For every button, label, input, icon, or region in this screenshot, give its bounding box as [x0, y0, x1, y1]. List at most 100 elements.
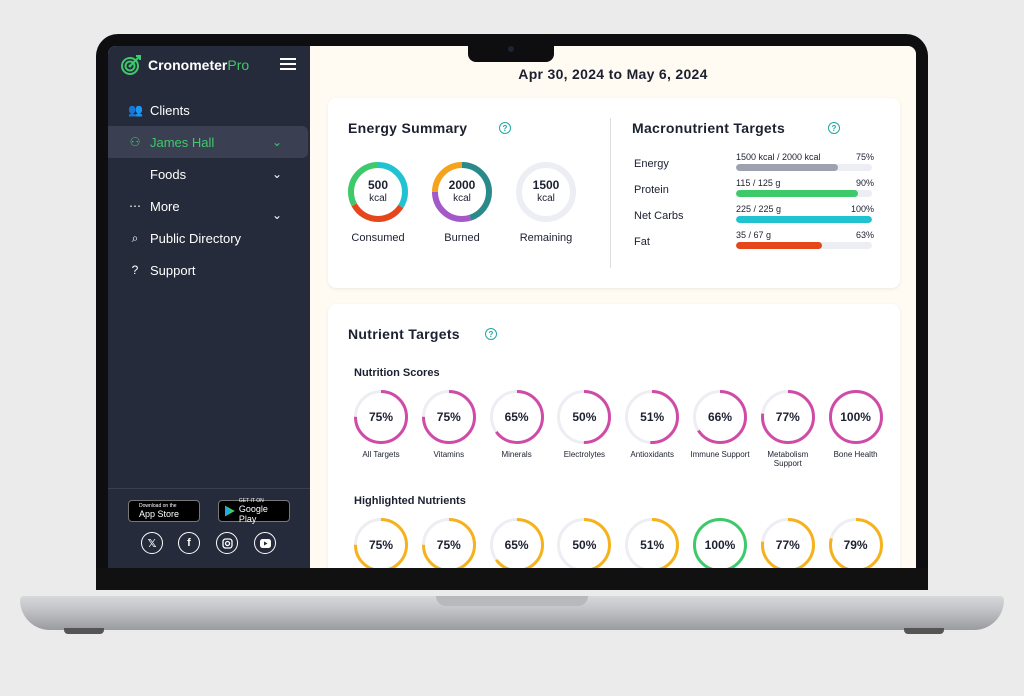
x-icon[interactable]: 𝕏 [141, 532, 163, 554]
sidebar-item-support[interactable]: ? Support [108, 254, 310, 286]
score-ring[interactable]: 79% [828, 518, 883, 568]
laptop-notch [468, 40, 554, 62]
score-label: Bone Health [833, 450, 878, 459]
chevron-down-icon[interactable]: ⌄ [272, 167, 283, 181]
macro-row-protein: Protein 115 / 125 g 90% [634, 178, 874, 202]
score-ring[interactable]: 77% [760, 390, 815, 444]
sidebar-item-label: Foods [150, 166, 187, 182]
sidebar-item-label: Support [150, 262, 196, 278]
app-name: Cronometer [148, 57, 228, 73]
target-logo-icon [121, 55, 141, 75]
sidebar-item-public-directory[interactable]: ⌕ Public Directory [108, 222, 310, 254]
energy-ring-burned: 2000 kcal [432, 162, 492, 222]
score-ring[interactable]: 100% [828, 390, 883, 444]
score-percent: 66% [707, 410, 733, 424]
score-ring[interactable]: 75% [421, 518, 476, 568]
ring-unit: kcal [453, 193, 471, 204]
nutrition-scores-title: Nutrition Scores [354, 367, 440, 379]
score-ring[interactable]: 75% [421, 390, 476, 444]
sidebar-item-label: Clients [150, 102, 190, 118]
card-divider [610, 118, 611, 268]
score-percent: 79% [843, 538, 868, 552]
score-label: Minerals [501, 450, 532, 459]
macro-row-energy: Energy 1500 kcal / 2000 kcal 75% [634, 152, 874, 176]
person-icon: ⚇ [129, 135, 141, 149]
ring-unit: kcal [369, 193, 387, 204]
energy-summary-title: Energy Summary [348, 120, 468, 136]
app-store-badge[interactable]: Download on the App Store [128, 500, 200, 522]
laptop-chin [96, 568, 928, 590]
macro-value: 115 / 125 g [736, 178, 781, 188]
macronutrient-help-icon[interactable]: ? [828, 122, 840, 134]
score-percent: 65% [504, 538, 529, 552]
sidebar-item-label: More [150, 198, 180, 214]
facebook-icon[interactable]: f [178, 532, 200, 554]
nutrient-targets-help-icon[interactable]: ? [485, 328, 497, 340]
macro-row-fat: Fat 35 / 67 g 63% [634, 230, 874, 254]
score-percent: 75% [368, 538, 394, 552]
youtube-icon[interactable] [254, 532, 276, 554]
score-ring[interactable]: 100% [693, 518, 747, 568]
sidebar-item-label: Public Directory [150, 230, 242, 246]
macro-percent: 75% [855, 152, 874, 162]
score-label: Antioxidants [630, 450, 674, 459]
macro-progress-track [736, 190, 872, 197]
score-ring[interactable]: 65% [489, 518, 544, 568]
score-label: Immune Support [690, 450, 750, 459]
energy-ring-consumed: 500 kcal [348, 162, 408, 222]
score-ring[interactable]: 65% [489, 390, 544, 444]
sidebar-item-foods[interactable]: Foods ⌄ [108, 158, 310, 190]
nutrient-targets-title: Nutrient Targets [348, 326, 460, 342]
macro-percent: 63% [855, 230, 874, 240]
menu-icon[interactable] [280, 58, 296, 70]
sidebar-nav: 👥 Clients ⚇ James Hall ⌄ Foods ⌄ ⋯ More ⌄ ⌕ Public … [108, 94, 310, 286]
help-icon: ? [131, 263, 139, 277]
ring-label: Burned [444, 232, 480, 244]
score-label: Electrolytes [563, 450, 606, 459]
score-percent: 75% [436, 538, 461, 552]
search-icon: ⌕ [131, 230, 139, 245]
score-label: All Targets [362, 450, 400, 459]
app-logo[interactable]: Cronometer Pro [120, 54, 249, 76]
macro-name: Energy [634, 158, 669, 170]
score-ring[interactable]: 75% [354, 390, 408, 444]
score-ring[interactable]: 66% [693, 390, 747, 444]
score-percent: 100% [704, 538, 736, 552]
energy-summary-help-icon[interactable]: ? [499, 122, 511, 134]
app-store-small-text: Download on the [139, 503, 177, 509]
play-icon [225, 505, 235, 517]
score-percent: 100% [840, 410, 871, 424]
score-percent: 51% [640, 538, 665, 552]
macro-progress-fill [736, 164, 838, 171]
score-ring[interactable]: 51% [625, 518, 680, 568]
chevron-down-icon[interactable]: ⌄ [272, 135, 283, 149]
users-icon: 👥 [128, 103, 143, 117]
ring-label: Remaining [519, 232, 573, 244]
score-percent: 77% [775, 410, 800, 424]
ring-unit: kcal [537, 193, 555, 204]
sidebar-divider [108, 488, 310, 489]
score-ring[interactable]: 50% [557, 518, 612, 568]
macro-name: Net Carbs [634, 210, 684, 222]
macronutrient-targets-title: Macronutrient Targets [632, 120, 786, 136]
sidebar-item-more[interactable]: ⋯ More ⌄ [108, 190, 310, 223]
instagram-icon[interactable] [216, 532, 238, 554]
sidebar-item-clients[interactable]: 👥 Clients [108, 94, 310, 126]
score-ring[interactable]: 50% [557, 390, 612, 444]
score-ring[interactable]: 77% [760, 518, 815, 568]
macro-progress-track [736, 242, 872, 249]
chevron-down-icon[interactable]: ⌄ [272, 208, 283, 222]
score-ring[interactable]: 51% [625, 390, 680, 444]
sidebar-item-james-hall[interactable]: ⚇ James Hall ⌄ [108, 126, 308, 158]
date-range[interactable]: Apr 30, 2024 to May 6, 2024 [518, 66, 708, 82]
google-play-badge[interactable]: GET IT ON Google Play [218, 498, 290, 524]
macro-progress-track [736, 216, 872, 223]
ring-value: 2000 [448, 178, 476, 192]
score-ring[interactable]: 75% [354, 518, 408, 568]
score-label: Metabolism Support [767, 450, 809, 468]
macro-percent: 90% [855, 178, 874, 188]
nutrient-targets-card: Nutrient Targets ? Nutrition Scores 75% A… [328, 304, 900, 568]
score-label: Vitamins [433, 450, 465, 459]
highlighted-nutrients-title: Highlighted Nutrients [354, 495, 466, 507]
sidebar-item-label: James Hall [150, 134, 215, 150]
